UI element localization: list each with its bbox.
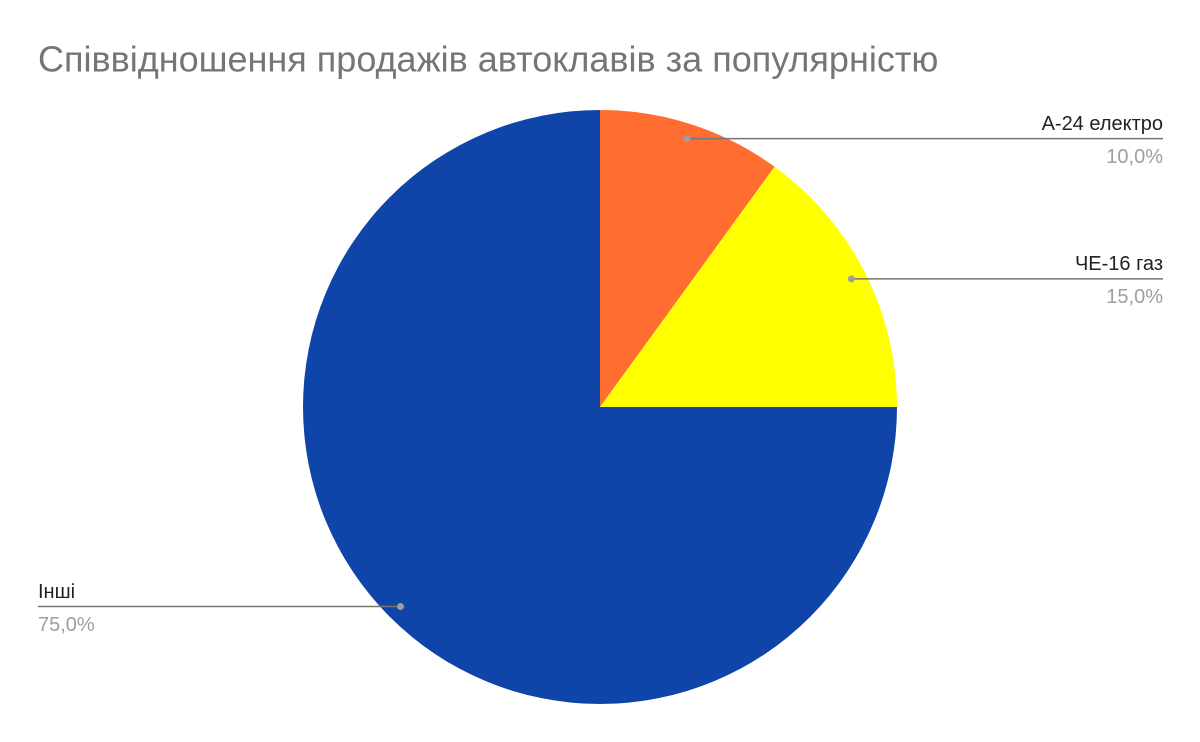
slice-value: 15,0% (1106, 286, 1163, 308)
slice-value: 10,0% (1106, 146, 1163, 168)
leader-dot (396, 603, 404, 611)
pie-slice (303, 110, 897, 704)
chart-title: Співвідношення продажів автоклавів за по… (38, 39, 938, 80)
slice-value: 75,0% (38, 614, 95, 636)
pie-slice (600, 166, 897, 407)
slice-label: Інші (38, 581, 75, 603)
slice-label: А-24 електро (1042, 113, 1163, 135)
pie-slice (600, 110, 775, 407)
leader-dot (683, 135, 691, 143)
slice-label: ЧЕ-16 газ (1075, 253, 1163, 275)
leader-dot (847, 275, 855, 283)
